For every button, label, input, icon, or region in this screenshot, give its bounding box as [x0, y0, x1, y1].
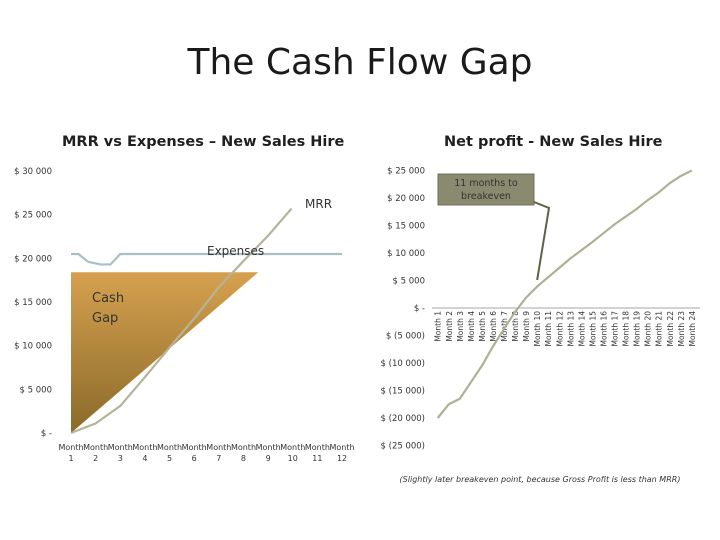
- left-x-tick-label: Month: [108, 443, 133, 452]
- left-x-tick-label: 9: [266, 454, 271, 463]
- right-x-tick-label: Month 1: [434, 311, 443, 342]
- left-x-tick-label: 5: [167, 454, 172, 463]
- right-x-tick-label: Month 6: [489, 311, 498, 342]
- left-y-tick-label: $ 10 000: [14, 342, 52, 352]
- right-x-tick-label: Month 19: [633, 311, 642, 347]
- right-x-tick-label: Month 17: [611, 311, 620, 347]
- left-x-tick-label: 1: [68, 454, 73, 463]
- left-x-tick-label: Month: [58, 443, 83, 452]
- left-x-tick-label: 3: [118, 454, 123, 463]
- left-y-tick-label: $ 5 000: [20, 385, 52, 395]
- left-x-tick-label: 11: [312, 454, 322, 463]
- left-y-tick-label: $ 20 000: [14, 254, 52, 264]
- left-x-tick-label: 4: [142, 454, 147, 463]
- left-x-tick-label: Month: [132, 443, 157, 452]
- right-x-tick-label: Month 22: [666, 311, 675, 347]
- left-x-tick-label: 12: [337, 454, 347, 463]
- left-x-tick-label: Month: [182, 443, 207, 452]
- right-x-tick-label: Month 8: [511, 311, 520, 342]
- right-x-tick-label: Month 14: [577, 311, 586, 347]
- cash-gap-label: Gap: [92, 311, 118, 326]
- left-x-tick-label: Month: [231, 443, 256, 452]
- left-chart-title: MRR vs Expenses – New Sales Hire: [62, 134, 345, 150]
- right-x-tick-label: Month 12: [555, 311, 564, 347]
- right-x-tick-label: Month 3: [456, 311, 465, 342]
- right-x-tick-label: Month 23: [677, 311, 686, 347]
- right-y-tick-label: $ 5 000: [393, 277, 425, 287]
- right-y-tick-label: $ 10 000: [387, 249, 425, 259]
- right-y-tick-label: $ 25 000: [387, 167, 425, 177]
- right-x-tick-label: Month 24: [688, 311, 697, 347]
- slide-title: The Cash Flow Gap: [187, 42, 533, 83]
- left-x-tick-label: 8: [241, 454, 246, 463]
- right-x-tick-label: Month 18: [622, 311, 631, 347]
- right-x-tick-label: Month 15: [588, 311, 597, 347]
- left-x-tick-label: Month: [157, 443, 182, 452]
- right-x-tick-label: Month 9: [522, 311, 531, 342]
- left-y-tick-label: $ 30 000: [14, 167, 52, 177]
- right-y-tick-label: $ -: [414, 304, 425, 314]
- right-y-tick-label: $ (5 000): [386, 332, 425, 342]
- left-x-tick-label: 10: [288, 454, 298, 463]
- right-y-tick-label: $ 20 000: [387, 194, 425, 204]
- breakeven-callout-box: [437, 173, 535, 206]
- right-x-tick-label: Month 10: [533, 311, 542, 347]
- mrr-line: [70, 207, 293, 435]
- right-x-tick-label: Month 13: [566, 311, 575, 347]
- right-y-tick-label: $ (10 000): [381, 359, 425, 369]
- expenses-series-label: Expenses: [207, 244, 264, 258]
- right-y-tick-label: $ 15 000: [387, 222, 425, 232]
- net-profit-line: [436, 169, 693, 419]
- left-y-tick-label: $ 15 000: [14, 298, 52, 308]
- left-y-tick-label: $ -: [41, 429, 52, 439]
- left-x-tick-label: 6: [192, 454, 197, 463]
- left-x-tick-label: 2: [93, 454, 98, 463]
- right-y-tick-label: $ (15 000): [381, 387, 425, 397]
- left-y-tick-label: $ 25 000: [14, 211, 52, 221]
- right-chart-footnote: (Slightly later breakeven point, because…: [400, 475, 681, 484]
- right-x-tick-label: Month 20: [644, 311, 653, 347]
- breakeven-callout-text: breakeven: [461, 191, 511, 202]
- right-x-tick-label: Month 2: [445, 311, 454, 342]
- left-x-tick-label: Month: [206, 443, 231, 452]
- right-x-tick-label: Month 11: [544, 311, 553, 347]
- expenses-line: [71, 252, 343, 266]
- mrr-series-label: MRR: [305, 197, 332, 211]
- left-x-tick-label: Month: [330, 443, 355, 452]
- right-x-tick-label: Month 4: [467, 311, 476, 342]
- breakeven-callout-text: 11 months to: [454, 178, 518, 189]
- left-x-tick-label: Month: [83, 443, 108, 452]
- right-y-tick-label: $ (20 000): [381, 414, 425, 424]
- left-x-tick-label: 7: [216, 454, 221, 463]
- cash-gap-label: Cash: [92, 291, 124, 306]
- right-x-tick-label: Month 5: [478, 311, 487, 342]
- left-x-tick-label: Month: [280, 443, 305, 452]
- right-y-tick-label: $ (25 000): [381, 442, 425, 452]
- right-x-tick-label: Month 21: [655, 311, 664, 347]
- right-x-tick-label: Month 16: [599, 311, 608, 347]
- left-x-tick-label: Month: [256, 443, 281, 452]
- right-chart-title: Net profit - New Sales Hire: [444, 134, 663, 150]
- left-x-tick-label: Month: [305, 443, 330, 452]
- breakeven-connector: [533, 201, 551, 281]
